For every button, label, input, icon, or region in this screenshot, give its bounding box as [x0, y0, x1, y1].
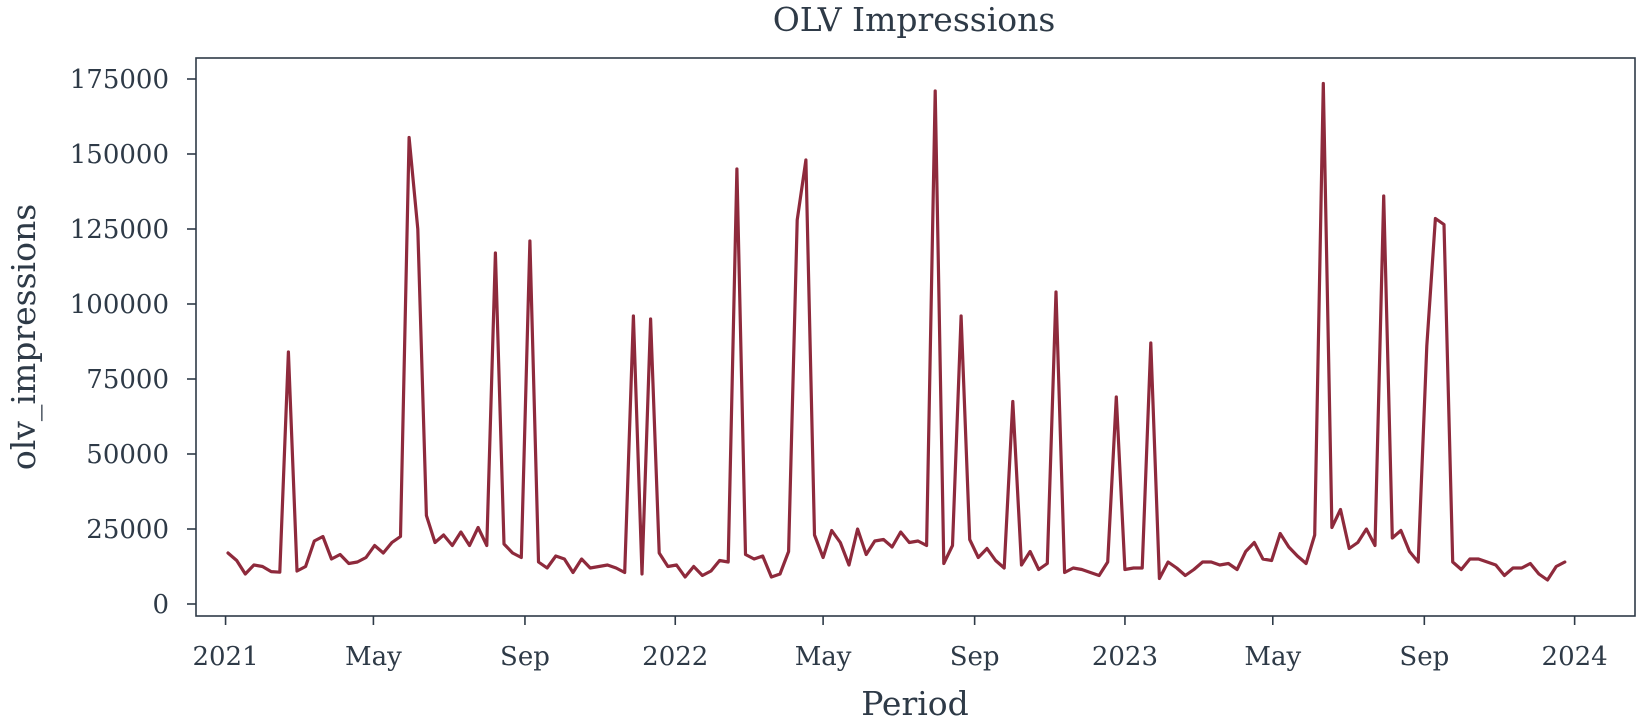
y-tick-label: 50000 [86, 440, 169, 470]
series-line-olv-impressions [226, 81, 1567, 582]
x-tick-label: Sep [1399, 642, 1449, 672]
x-tick-label: Sep [500, 642, 550, 672]
x-axis-label: Period [861, 684, 969, 723]
y-axis-label: olv_impressions [4, 204, 44, 470]
chart-title: OLV Impressions [773, 0, 1056, 39]
x-tick-label: 2023 [1092, 642, 1158, 672]
y-tick-label: 75000 [86, 365, 169, 395]
x-tick-label: Sep [950, 642, 1000, 672]
x-tick-label: May [795, 642, 852, 672]
y-tick-label: 175000 [70, 65, 169, 95]
x-tick-label: 2022 [642, 642, 708, 672]
x-tick-label: May [345, 642, 402, 672]
y-tick-label: 125000 [70, 215, 169, 245]
y-tick-label: 25000 [86, 515, 169, 545]
x-tick-label: 2021 [192, 642, 258, 672]
y-tick-label: 0 [152, 590, 169, 620]
x-axis: 2021 May Sep 2022 May Sep 2023 May Sep 2024 [192, 616, 1608, 672]
x-tick-label: 2024 [1542, 642, 1608, 672]
y-tick-label: 100000 [70, 290, 169, 320]
x-tick-label: May [1244, 642, 1301, 672]
plot-frame [195, 57, 1636, 617]
y-tick-label: 150000 [70, 140, 169, 170]
y-axis: 0 25000 50000 75000 100000 125000 150000 175000 [70, 65, 196, 620]
